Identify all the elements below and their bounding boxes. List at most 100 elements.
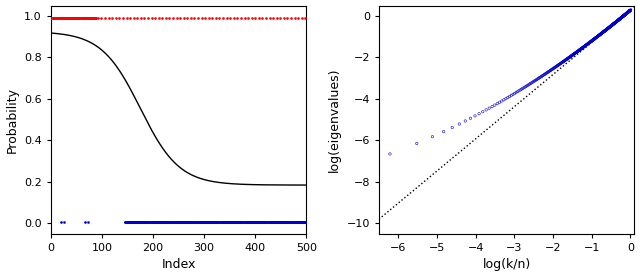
Point xyxy=(582,42,593,46)
Point xyxy=(616,15,627,20)
Point xyxy=(522,83,532,88)
Point xyxy=(621,11,631,16)
Point xyxy=(624,9,634,13)
Point xyxy=(572,50,582,54)
X-axis label: log(k/n): log(k/n) xyxy=(483,258,531,271)
Point xyxy=(581,43,591,47)
Point xyxy=(614,18,624,22)
Point xyxy=(625,9,635,13)
Point xyxy=(593,33,604,38)
Point xyxy=(610,21,620,25)
Point xyxy=(591,35,601,40)
Point xyxy=(499,98,509,102)
Point xyxy=(601,27,611,32)
Point xyxy=(490,103,500,107)
Point xyxy=(603,26,613,31)
Point xyxy=(552,64,562,68)
Point xyxy=(604,25,614,30)
Point xyxy=(602,27,612,31)
Point xyxy=(610,20,620,25)
Point xyxy=(613,18,623,22)
Point xyxy=(622,11,632,15)
Point xyxy=(502,95,513,100)
Point xyxy=(620,13,630,17)
Point xyxy=(554,63,564,67)
Point xyxy=(428,134,438,139)
Point xyxy=(514,89,524,93)
Point xyxy=(611,19,621,24)
Point xyxy=(576,47,586,51)
Point xyxy=(605,24,616,29)
Point xyxy=(620,12,630,17)
Point xyxy=(607,23,617,27)
Point xyxy=(568,53,578,57)
Point xyxy=(607,23,617,28)
Point xyxy=(617,15,627,19)
Point xyxy=(622,11,632,15)
Point xyxy=(588,38,598,42)
Point xyxy=(591,35,602,40)
Point xyxy=(621,11,632,16)
Point xyxy=(621,12,631,16)
Point xyxy=(625,8,635,13)
Point xyxy=(614,17,625,21)
Point xyxy=(591,35,602,39)
Point xyxy=(574,48,584,53)
Point xyxy=(487,104,497,109)
Point xyxy=(611,20,621,24)
Point xyxy=(615,16,625,20)
Point xyxy=(602,27,612,31)
Point xyxy=(531,78,541,83)
Point xyxy=(595,32,605,36)
Point xyxy=(617,15,627,19)
Point xyxy=(511,90,521,95)
Point xyxy=(618,14,628,19)
Point xyxy=(606,23,616,28)
Point xyxy=(538,73,548,77)
Point xyxy=(622,10,632,15)
Point xyxy=(616,16,626,20)
Point xyxy=(484,106,494,111)
Point xyxy=(599,29,609,33)
Point xyxy=(548,66,559,70)
Point xyxy=(611,19,621,24)
Point xyxy=(609,21,620,25)
Point xyxy=(592,35,602,39)
Point xyxy=(620,13,630,17)
Point xyxy=(529,79,540,83)
Point xyxy=(618,14,628,18)
Point xyxy=(605,24,616,29)
Point xyxy=(624,9,634,14)
Point xyxy=(604,25,614,30)
Point xyxy=(596,31,607,35)
Point xyxy=(525,82,535,86)
Point xyxy=(618,14,628,19)
Point xyxy=(596,31,607,35)
Point xyxy=(618,14,628,19)
Point xyxy=(602,27,612,32)
Point xyxy=(604,25,614,29)
Point xyxy=(593,34,603,39)
Point xyxy=(571,50,581,55)
Point xyxy=(598,30,608,35)
Point xyxy=(603,26,613,30)
Point xyxy=(595,32,605,37)
Point xyxy=(600,28,611,32)
Point xyxy=(608,22,618,26)
Point xyxy=(622,11,632,15)
Point xyxy=(608,22,618,26)
Point xyxy=(619,13,629,18)
Point xyxy=(557,60,567,65)
Point xyxy=(571,50,581,55)
Point xyxy=(621,12,631,16)
Point xyxy=(620,13,630,17)
Point xyxy=(616,15,627,19)
Point xyxy=(509,91,520,96)
Point xyxy=(622,11,632,15)
Y-axis label: Probability: Probability xyxy=(6,87,19,153)
Point xyxy=(619,13,629,18)
Point xyxy=(607,23,617,27)
Point xyxy=(605,24,616,28)
Point xyxy=(620,12,630,17)
Point xyxy=(601,27,611,32)
